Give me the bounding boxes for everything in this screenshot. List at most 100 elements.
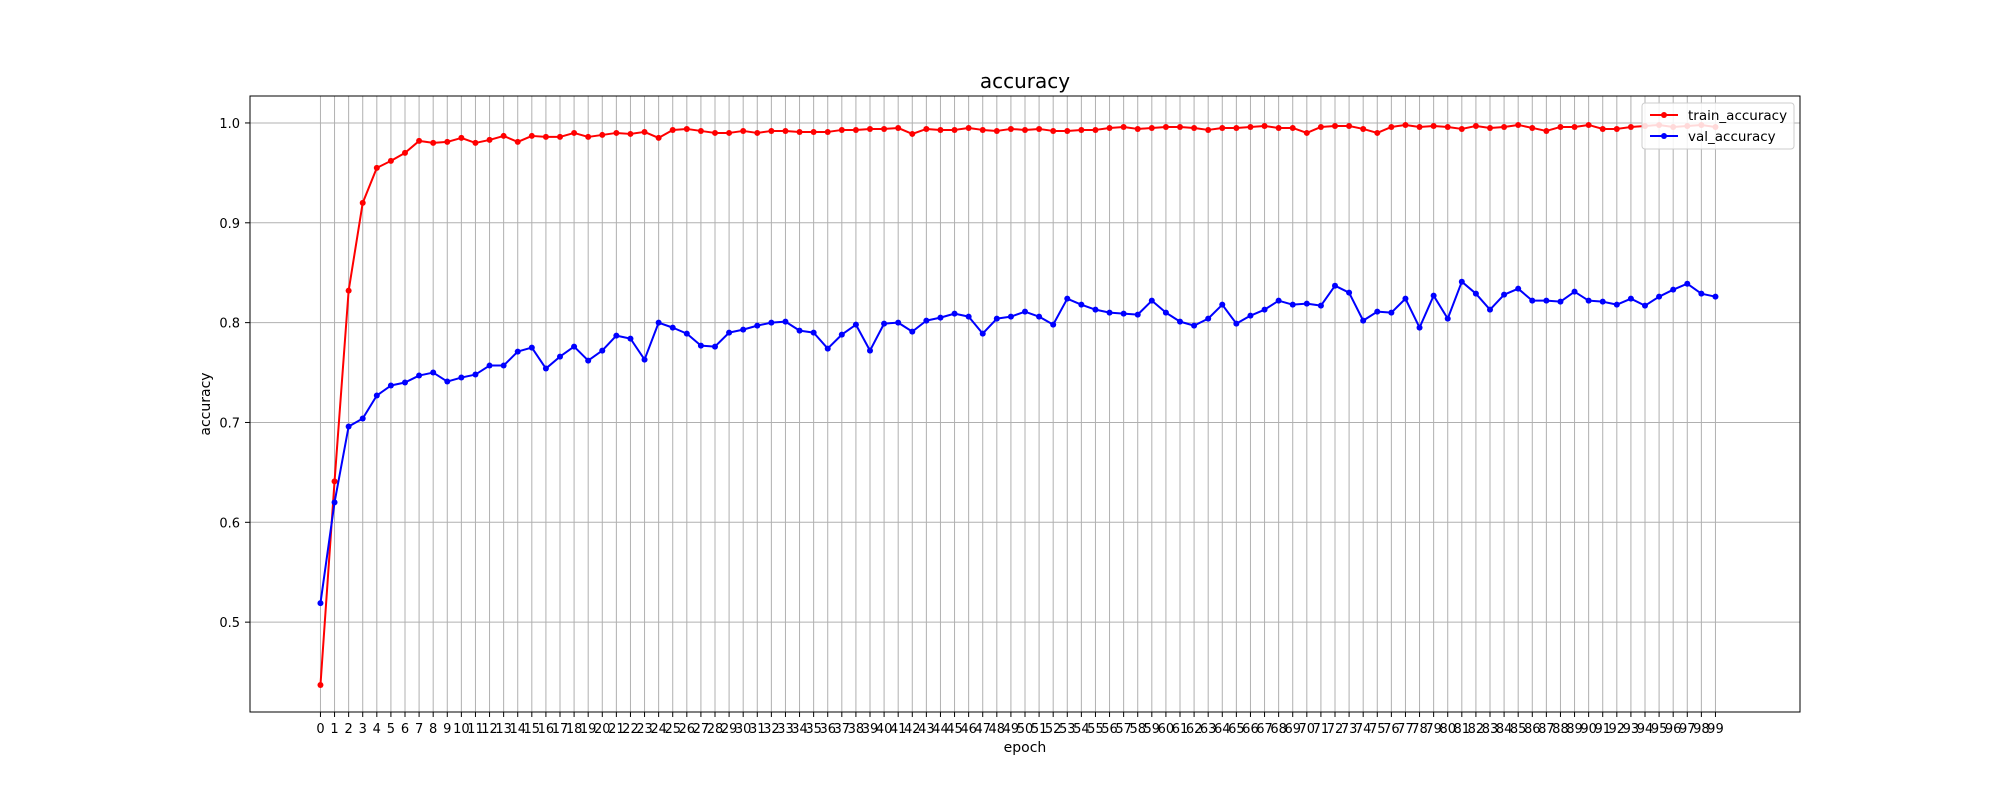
data-point-train_accuracy	[1191, 124, 1198, 131]
x-tick-label: 43	[918, 722, 935, 737]
data-point-val_accuracy	[740, 326, 747, 333]
data-point-val_accuracy	[1501, 291, 1508, 298]
legend-marker-val	[1661, 133, 1667, 139]
data-point-train_accuracy	[1627, 123, 1634, 130]
data-point-val_accuracy	[993, 315, 1000, 322]
data-point-val_accuracy	[1444, 315, 1451, 322]
data-point-val_accuracy	[345, 423, 352, 430]
data-point-train_accuracy	[1332, 122, 1338, 129]
data-point-val_accuracy	[1458, 278, 1465, 285]
data-point-train_accuracy	[895, 124, 902, 131]
data-point-val_accuracy	[542, 365, 549, 372]
data-point-train_accuracy	[979, 126, 986, 133]
data-point-train_accuracy	[1050, 127, 1057, 134]
x-tick-label: 1	[330, 722, 338, 737]
x-tick-label: 33	[777, 722, 794, 737]
data-point-train_accuracy	[1022, 126, 1028, 133]
x-tick-label: 74	[1355, 722, 1372, 737]
data-point-train_accuracy	[1303, 129, 1310, 136]
data-point-val_accuracy	[1233, 320, 1240, 327]
data-point-val_accuracy	[1712, 293, 1719, 300]
data-point-val_accuracy	[867, 347, 873, 354]
data-point-val_accuracy	[1261, 306, 1268, 313]
x-tick-label: 73	[1341, 722, 1358, 737]
data-point-train_accuracy	[641, 128, 648, 135]
x-tick-label: 42	[904, 722, 921, 737]
data-point-val_accuracy	[1670, 286, 1677, 293]
data-point-train_accuracy	[1064, 127, 1071, 134]
data-point-val_accuracy	[528, 344, 535, 351]
data-point-val_accuracy	[1472, 290, 1479, 297]
data-point-train_accuracy	[402, 149, 408, 156]
data-point-train_accuracy	[923, 125, 930, 132]
data-point-train_accuracy	[486, 136, 493, 143]
data-point-train_accuracy	[1148, 124, 1155, 131]
x-tick-label: 76	[1383, 722, 1400, 737]
x-tick-label: 89	[1566, 722, 1583, 737]
data-point-val_accuracy	[796, 327, 803, 334]
data-point-train_accuracy	[852, 126, 859, 133]
data-point-val_accuracy	[824, 345, 831, 352]
data-point-val_accuracy	[1487, 306, 1493, 313]
y-axis: 0.5 0.6 0.7 0.8 0.9 1.0	[219, 117, 250, 631]
data-point-val_accuracy	[655, 319, 662, 326]
data-point-train_accuracy	[571, 129, 578, 136]
x-tick-label: 32	[763, 722, 780, 737]
x-tick-label: 2	[344, 722, 352, 737]
data-point-train_accuracy	[1543, 127, 1550, 134]
data-point-train_accuracy	[1402, 121, 1409, 128]
data-point-val_accuracy	[782, 318, 789, 325]
x-tick-label: 20	[594, 722, 611, 737]
x-tick-label: 58	[1129, 722, 1146, 737]
x-tick-label: 29	[721, 722, 738, 737]
data-point-train_accuracy	[712, 129, 718, 136]
x-tick-label: 79	[1425, 722, 1442, 737]
data-point-val_accuracy	[1317, 302, 1324, 309]
data-point-train_accuracy	[909, 130, 916, 137]
data-point-val_accuracy	[1698, 290, 1705, 297]
x-tick-label: 62	[1186, 722, 1203, 737]
x-tick-label: 15	[524, 722, 541, 737]
data-point-train_accuracy	[585, 133, 592, 140]
data-point-val_accuracy	[472, 371, 479, 378]
data-point-val_accuracy	[754, 322, 761, 329]
x-tick-label: 59	[1144, 722, 1161, 737]
data-point-val_accuracy	[1247, 312, 1254, 319]
x-tick-label: 45	[946, 722, 963, 737]
y-tick-label: 0.8	[219, 317, 240, 332]
x-tick-label: 19	[580, 722, 597, 737]
data-point-val_accuracy	[641, 356, 648, 363]
data-point-val_accuracy	[965, 313, 972, 320]
data-point-train_accuracy	[824, 128, 831, 135]
data-point-val_accuracy	[1289, 301, 1296, 308]
data-point-train_accuracy	[1036, 125, 1043, 132]
data-point-val_accuracy	[585, 357, 592, 364]
x-tick-label: 13	[495, 722, 512, 737]
x-tick-label: 51	[1031, 722, 1048, 737]
data-point-val_accuracy	[909, 328, 916, 335]
x-tick-label: 35	[805, 722, 822, 737]
data-point-val_accuracy	[1078, 301, 1085, 308]
data-point-val_accuracy	[768, 319, 775, 326]
data-point-train_accuracy	[613, 129, 620, 136]
data-point-val_accuracy	[1416, 324, 1423, 331]
data-point-val_accuracy	[937, 314, 944, 321]
data-point-val_accuracy	[1360, 317, 1367, 324]
data-point-val_accuracy	[1599, 298, 1606, 305]
data-point-val_accuracy	[1022, 308, 1028, 315]
data-point-train_accuracy	[1317, 123, 1324, 130]
x-tick-label: 27	[693, 722, 710, 737]
data-point-train_accuracy	[599, 131, 606, 138]
data-point-train_accuracy	[1529, 124, 1536, 131]
data-point-train_accuracy	[1346, 122, 1353, 129]
x-tick-label: 49	[1003, 722, 1020, 737]
data-point-val_accuracy	[373, 392, 380, 399]
x-tick-label: 36	[819, 722, 836, 737]
data-point-train_accuracy	[444, 138, 451, 145]
y-tick-label: 0.9	[219, 217, 240, 232]
x-tick-label: 26	[679, 722, 696, 737]
data-point-val_accuracy	[387, 382, 394, 389]
y-tick-label: 0.6	[219, 516, 240, 531]
x-tick-label: 91	[1594, 722, 1611, 737]
data-point-val_accuracy	[810, 329, 817, 336]
